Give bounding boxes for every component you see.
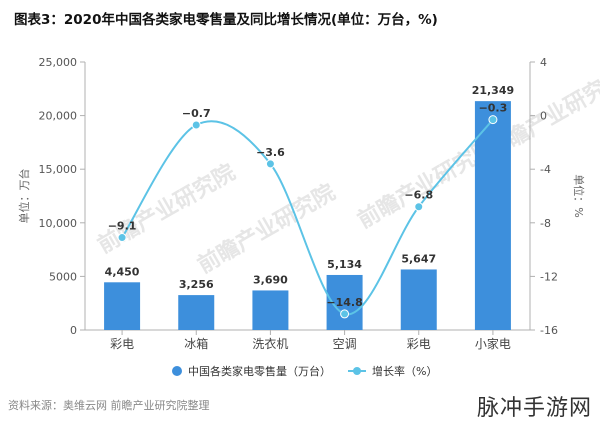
y2-tick-label: -8 bbox=[540, 217, 551, 230]
y2-tick-label: -12 bbox=[540, 270, 558, 283]
legend-bar-marker bbox=[172, 366, 182, 376]
legend-line-label: 增长率（%） bbox=[372, 364, 437, 378]
bar bbox=[252, 290, 289, 330]
bar bbox=[104, 282, 141, 330]
y-tick-label: 10,000 bbox=[39, 217, 78, 230]
growth-rate-point bbox=[414, 202, 424, 212]
bar-value-label: 3,690 bbox=[253, 273, 288, 286]
bar bbox=[474, 101, 511, 330]
y2-tick-label: -4 bbox=[540, 163, 551, 176]
growth-rate-point bbox=[340, 309, 350, 319]
growth-rate-label: −9.1 bbox=[108, 220, 137, 233]
growth-rate-point bbox=[265, 159, 275, 169]
y-axis-title: 单位：万台 bbox=[17, 169, 31, 224]
y-tick-label: 25,000 bbox=[39, 56, 78, 69]
bar-value-label: 21,349 bbox=[472, 84, 514, 97]
y2-tick-label: 0 bbox=[540, 110, 547, 123]
bar-value-label: 4,450 bbox=[105, 265, 140, 278]
y-tick-label: 15,000 bbox=[39, 163, 78, 176]
site-brand: 脉冲手游网 bbox=[476, 396, 592, 421]
bar bbox=[400, 269, 437, 330]
y2-tick-label: 4 bbox=[540, 56, 547, 69]
legend-bar-label: 中国各类家电零售量（万台） bbox=[188, 364, 331, 378]
chart-title: 图表3：2020年中国各类家电零售量及同比增长情况(单位：万台，%) bbox=[14, 12, 438, 28]
growth-rate-label: −3.6 bbox=[256, 146, 285, 159]
x-tick-label: 彩电 bbox=[110, 337, 134, 351]
y-tick-label: 0 bbox=[70, 324, 77, 337]
x-tick-label: 小家电 bbox=[475, 336, 511, 351]
growth-rate-label: −0.3 bbox=[479, 102, 508, 115]
x-tick-label: 冰箱 bbox=[184, 336, 208, 351]
x-tick-label: 空调 bbox=[333, 337, 357, 351]
bar bbox=[178, 295, 215, 330]
source-note: 资料来源：奥维云网 前瞻产业研究院整理 bbox=[8, 399, 210, 412]
growth-rate-label: −6.8 bbox=[404, 189, 433, 202]
growth-rate-label: −14.8 bbox=[326, 296, 362, 309]
bar-value-label: 5,647 bbox=[401, 252, 436, 265]
y2-axis-title: 单位：% bbox=[572, 174, 586, 217]
growth-rate-point bbox=[488, 115, 498, 125]
bar-value-label: 3,256 bbox=[179, 278, 214, 291]
x-tick-label: 彩电 bbox=[407, 337, 431, 351]
y2-tick-label: -16 bbox=[540, 324, 558, 337]
bar-value-label: 5,134 bbox=[327, 258, 362, 271]
growth-rate-point bbox=[117, 233, 127, 243]
x-tick-label: 洗衣机 bbox=[252, 336, 288, 351]
y-tick-label: 5000 bbox=[49, 270, 77, 283]
growth-rate-label: −0.7 bbox=[182, 107, 211, 120]
growth-rate-point bbox=[191, 120, 201, 130]
legend-line-dot bbox=[353, 367, 361, 375]
y-tick-label: 20,000 bbox=[39, 110, 78, 123]
